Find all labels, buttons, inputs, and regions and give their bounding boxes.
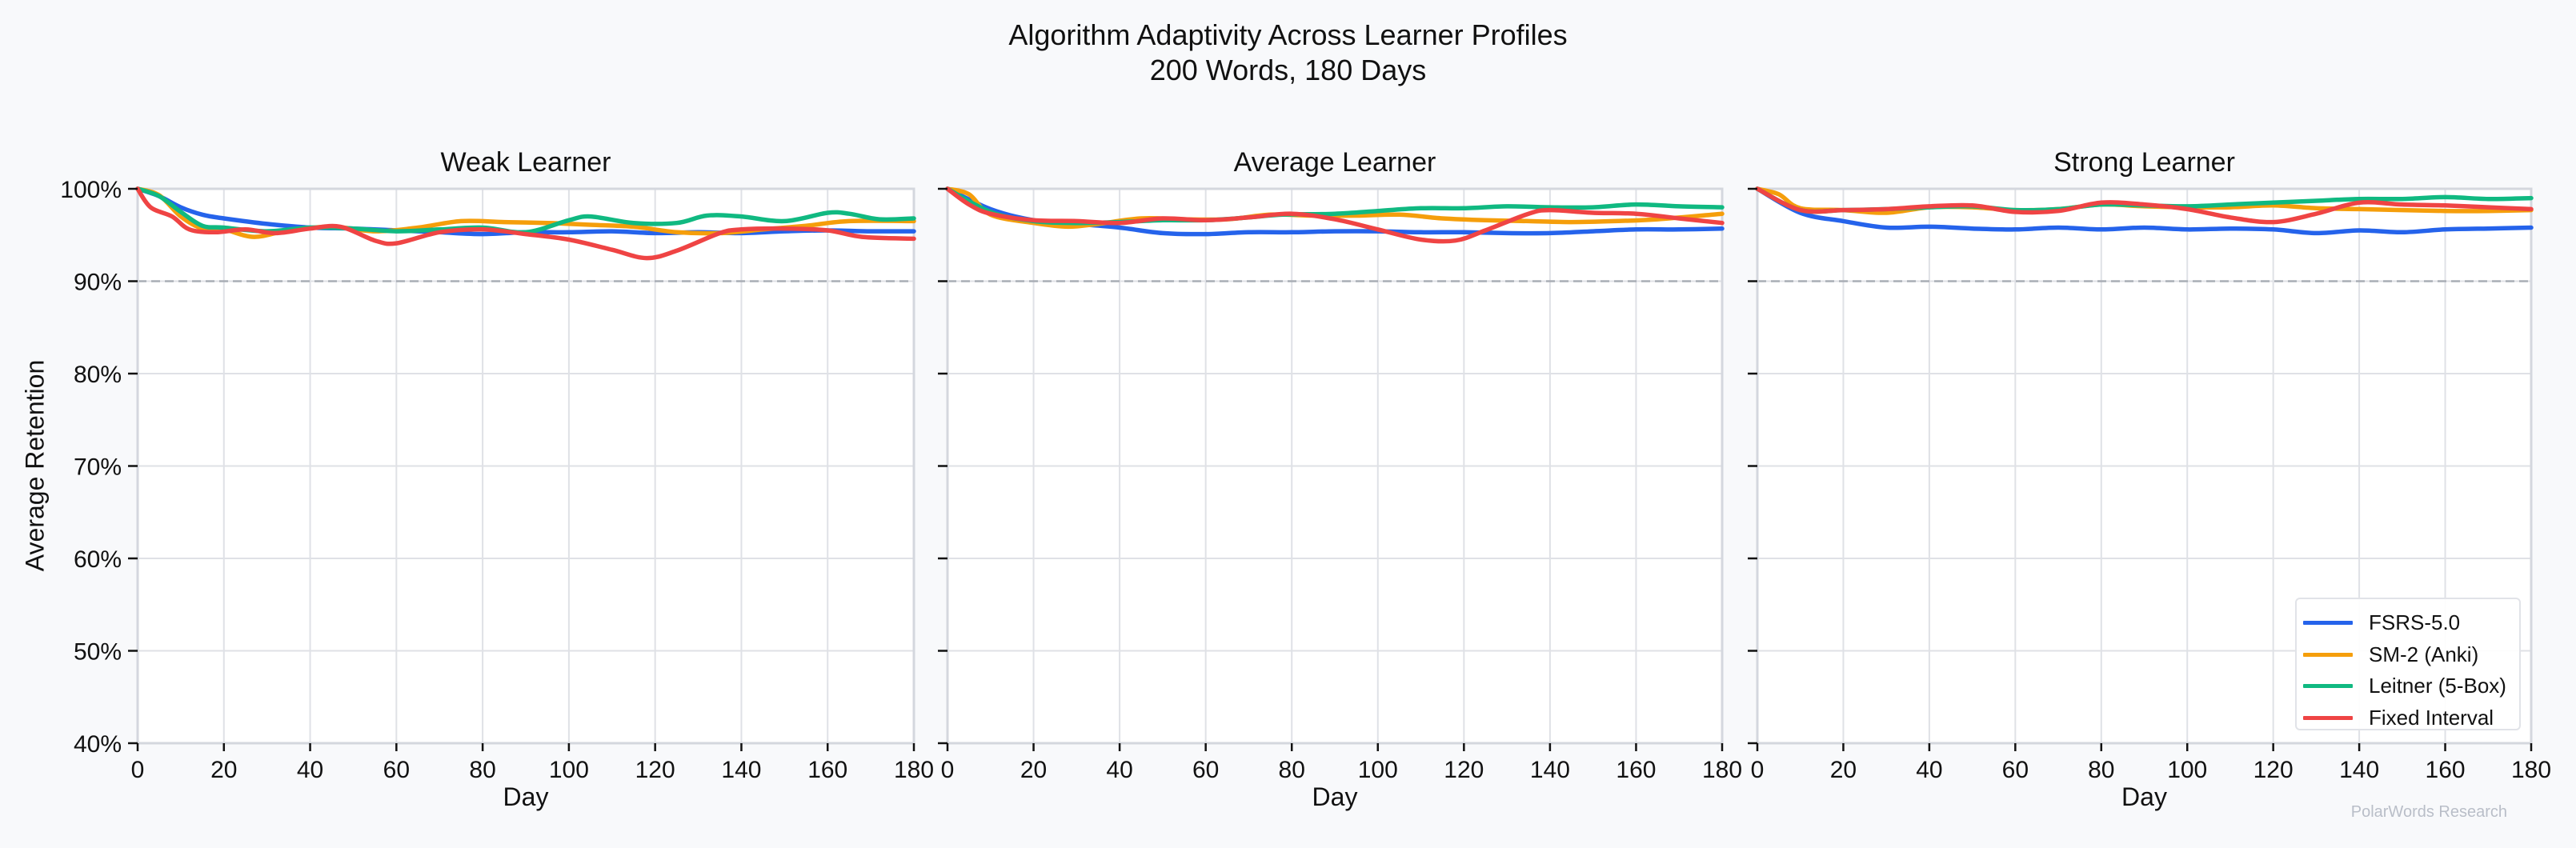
x-tick-label: 40 <box>1106 757 1132 783</box>
legend-swatch-fsrs <box>2303 621 2353 626</box>
x-tick-label: 180 <box>2511 757 2551 783</box>
x-tick-label: 80 <box>1279 757 1305 783</box>
x-tick-label: 100 <box>549 757 589 783</box>
y-tick-label: 50% <box>74 639 122 666</box>
x-tick-label: 100 <box>1358 757 1398 783</box>
x-tick-label: 140 <box>1530 757 1570 783</box>
legend-item-sm2: SM-2 (Anki) <box>2303 639 2519 671</box>
y-tick-label: 100% <box>60 177 122 203</box>
x-axis-label-average: Day <box>1312 782 1358 811</box>
x-tick-label: 140 <box>2339 757 2379 783</box>
series-line-fsrs-5-0 <box>1755 186 2534 236</box>
footer-credit: PolarWords Research <box>2350 803 2507 821</box>
x-axis-label-weak: Day <box>503 782 549 811</box>
x-tick-label: 0 <box>941 757 955 783</box>
panel-average: 0 20 40 60 80 100 120 140 160 180 <box>938 186 1742 783</box>
figure-title: Algorithm Adaptivity Across Learner Prof… <box>0 18 2576 88</box>
legend-label-fixed: Fixed Interval <box>2369 705 2494 730</box>
panel-title-weak: Weak Learner <box>440 147 611 178</box>
x-tick-label: 20 <box>210 757 237 783</box>
x-tick-label: 180 <box>894 757 934 783</box>
y-tick-label: 40% <box>74 731 122 758</box>
x-tick-label: 40 <box>1916 757 1942 783</box>
x-tick-label: 160 <box>807 757 847 783</box>
panel-title-average: Average Learner <box>1233 147 1436 178</box>
series-line-fixed-interval <box>135 186 916 261</box>
y-tick-label: 70% <box>74 454 122 481</box>
x-tick-label: 180 <box>1702 757 1742 783</box>
legend-label-fsrs: FSRS-5.0 <box>2369 610 2461 635</box>
x-tick-label: 60 <box>1192 757 1219 783</box>
legend-swatch-leitner <box>2303 684 2353 689</box>
x-tick-label: 60 <box>2002 757 2029 783</box>
series-line-fixed-interval <box>1755 186 2534 225</box>
x-tick-label: 20 <box>1830 757 1857 783</box>
x-tick-label: 40 <box>297 757 323 783</box>
x-tick-label: 0 <box>1751 757 1765 783</box>
x-tick-label: 100 <box>2167 757 2207 783</box>
series-line-fixed-interval <box>945 186 1725 244</box>
y-tick-label: 80% <box>74 362 122 388</box>
legend-item-fsrs: FSRS-5.0 <box>2303 607 2519 639</box>
x-tick-label: 60 <box>383 757 410 783</box>
x-tick-label: 120 <box>1444 757 1484 783</box>
figure-title-line1: Algorithm Adaptivity Across Learner Prof… <box>1008 18 1568 51</box>
figure-title-line2: 200 Words, 180 Days <box>1149 54 1427 86</box>
x-tick-label: 120 <box>635 757 675 783</box>
x-tick-label: 120 <box>2253 757 2294 783</box>
legend: FSRS-5.0 SM-2 (Anki) Leitner (5-Box) Fix… <box>2295 598 2521 730</box>
x-tick-label: 20 <box>1020 757 1047 783</box>
x-tick-label: 160 <box>1616 757 1656 783</box>
legend-swatch-sm2 <box>2303 652 2353 657</box>
panel-title-strong: Strong Learner <box>2053 147 2235 178</box>
legend-label-leitner: Leitner (5-Box) <box>2369 674 2506 698</box>
panel-weak: 0 20 40 60 80 100 120 140 160 180 40% 50% 60% 70% 80% 9… <box>60 177 934 783</box>
series-line-fsrs-5-0 <box>135 186 916 237</box>
x-axis-label-strong: Day <box>2121 782 2167 811</box>
y-tick-label: 60% <box>74 546 122 573</box>
x-tick-label: 160 <box>2426 757 2466 783</box>
legend-label-sm2: SM-2 (Anki) <box>2369 642 2479 666</box>
legend-item-leitner: Leitner (5-Box) <box>2303 670 2519 702</box>
x-tick-label: 0 <box>131 757 145 783</box>
legend-swatch-fixed <box>2303 715 2353 720</box>
legend-item-fixed: Fixed Interval <box>2303 702 2519 734</box>
x-tick-label: 80 <box>2088 757 2114 783</box>
y-tick-label: 90% <box>74 270 122 296</box>
x-tick-label: 80 <box>469 757 495 783</box>
x-tick-label: 140 <box>721 757 761 783</box>
